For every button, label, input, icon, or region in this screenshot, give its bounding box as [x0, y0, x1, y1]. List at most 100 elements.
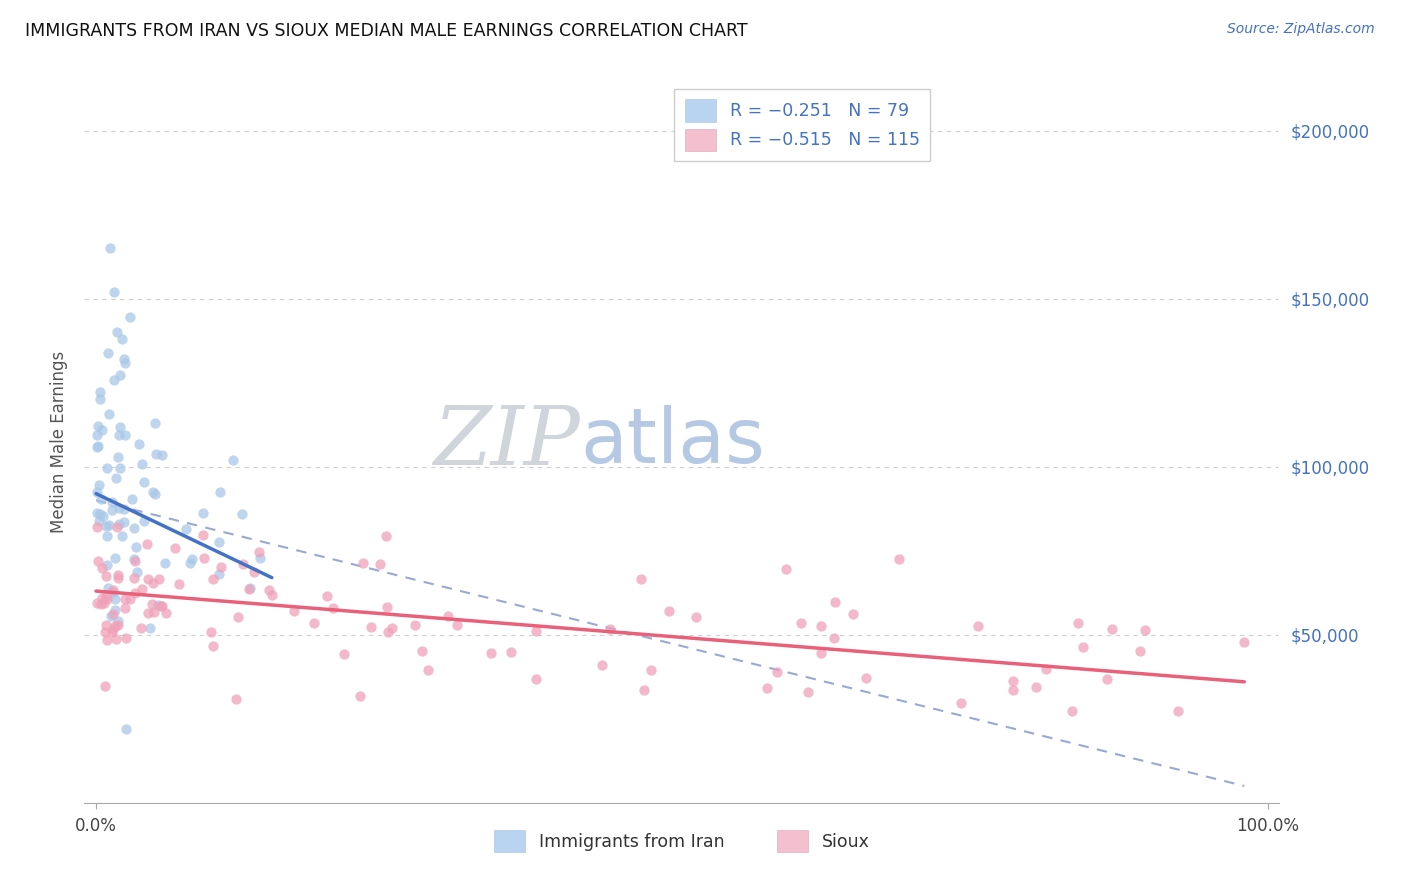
Point: [1062, 705, 1084, 719]
Point: [96, 529, 118, 543]
Point: [114, 592, 136, 607]
Point: [333, 647, 356, 661]
Point: [810, 619, 832, 633]
Point: [232, 557, 254, 571]
Point: [127, 565, 149, 579]
Point: [370, 557, 392, 571]
Point: [315, 590, 337, 604]
Point: [105, 326, 128, 340]
Point: [633, 683, 655, 698]
Point: [193, 506, 215, 520]
Point: [150, 448, 173, 462]
Point: [231, 507, 253, 521]
Text: ZIP: ZIP: [433, 401, 581, 482]
Point: [89, 392, 111, 407]
Point: [630, 572, 652, 586]
Point: [104, 619, 127, 633]
Point: [121, 492, 143, 507]
Point: [1101, 622, 1123, 636]
Point: [153, 556, 176, 570]
Point: [225, 692, 247, 706]
Point: [112, 352, 135, 367]
Point: [658, 604, 681, 618]
Point: [1001, 683, 1024, 698]
Point: [810, 646, 832, 660]
Point: [437, 608, 460, 623]
Point: [128, 437, 150, 451]
Point: [87, 440, 110, 454]
Point: [122, 521, 145, 535]
Point: [104, 632, 127, 647]
Point: [101, 582, 124, 597]
Point: [107, 618, 129, 632]
Point: [90, 561, 112, 575]
Point: [446, 618, 468, 632]
Point: [108, 517, 131, 532]
Point: [142, 484, 165, 499]
Point: [174, 522, 197, 536]
Point: [94, 624, 117, 639]
Point: [411, 644, 433, 658]
Point: [96, 558, 118, 573]
Point: [142, 575, 165, 590]
Point: [352, 556, 374, 570]
Legend: Immigrants from Iran, Sioux: Immigrants from Iran, Sioux: [486, 823, 877, 859]
Point: [789, 615, 811, 630]
Point: [112, 501, 135, 516]
Point: [124, 554, 146, 568]
Point: [1233, 635, 1256, 649]
Point: [208, 485, 231, 500]
Point: [101, 584, 124, 599]
Point: [591, 658, 613, 673]
Point: [122, 552, 145, 566]
Point: [283, 604, 305, 618]
Point: [110, 332, 132, 346]
Point: [1002, 673, 1025, 688]
Point: [138, 573, 160, 587]
Point: [1133, 623, 1156, 637]
Point: [209, 560, 232, 574]
Point: [262, 588, 284, 602]
Point: [169, 576, 191, 591]
Point: [101, 622, 124, 636]
Point: [249, 550, 271, 565]
Point: [90, 598, 112, 612]
Point: [110, 368, 132, 382]
Point: [966, 619, 988, 633]
Point: [114, 356, 136, 370]
Point: [136, 607, 159, 621]
Point: [89, 514, 111, 528]
Point: [114, 632, 136, 646]
Point: [145, 447, 167, 461]
Point: [155, 606, 177, 620]
Point: [87, 418, 110, 433]
Point: [96, 461, 118, 475]
Point: [526, 672, 548, 686]
Point: [242, 565, 264, 579]
Y-axis label: Median Male Earnings: Median Male Earnings: [51, 351, 69, 533]
Point: [1067, 616, 1090, 631]
Point: [131, 621, 153, 635]
Point: [112, 515, 135, 529]
Point: [148, 572, 170, 586]
Point: [201, 572, 224, 586]
Point: [97, 581, 120, 595]
Point: [143, 605, 166, 619]
Point: [416, 663, 439, 677]
Point: [143, 486, 166, 500]
Point: [103, 373, 125, 387]
Point: [132, 475, 155, 489]
Point: [124, 585, 146, 599]
Point: [89, 385, 111, 400]
Point: [91, 509, 114, 524]
Point: [110, 419, 132, 434]
Text: IMMIGRANTS FROM IRAN VS SIOUX MEDIAN MALE EARNINGS CORRELATION CHART: IMMIGRANTS FROM IRAN VS SIOUX MEDIAN MAL…: [25, 22, 748, 40]
Point: [824, 595, 846, 609]
Point: [89, 477, 111, 491]
Point: [404, 618, 426, 632]
Point: [207, 566, 229, 581]
Point: [207, 534, 229, 549]
Point: [163, 541, 186, 556]
Point: [101, 503, 124, 517]
Point: [855, 672, 877, 686]
